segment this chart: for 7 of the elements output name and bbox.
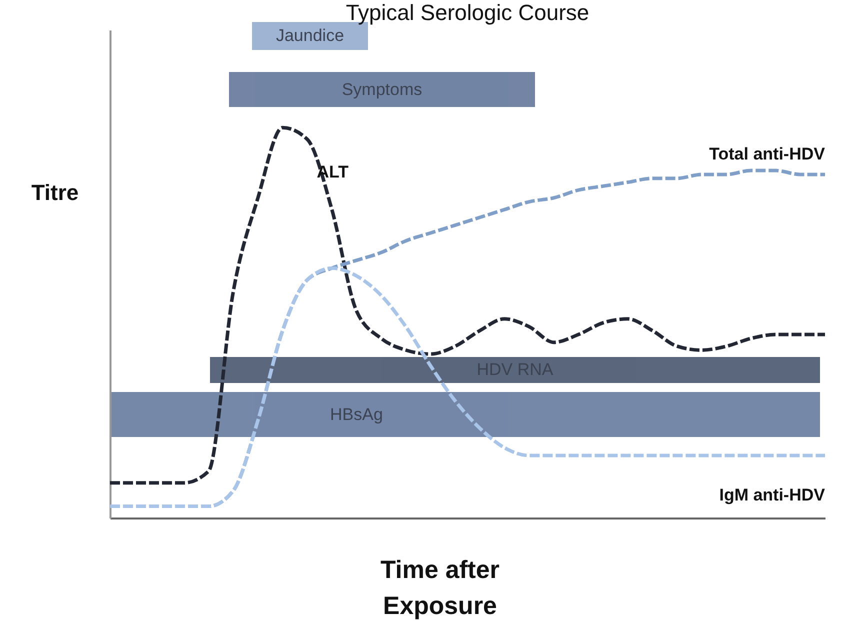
- y-axis-title: Titre: [30, 180, 80, 206]
- series-label: ALT: [316, 162, 350, 182]
- series-label: IgM anti-HDV: [719, 486, 826, 505]
- x-axis-title: Time after Exposure: [379, 555, 501, 622]
- label-box: HBsAg: [110, 392, 820, 437]
- series-label: Total anti-HDV: [709, 144, 826, 164]
- label-box: Symptoms: [229, 72, 535, 107]
